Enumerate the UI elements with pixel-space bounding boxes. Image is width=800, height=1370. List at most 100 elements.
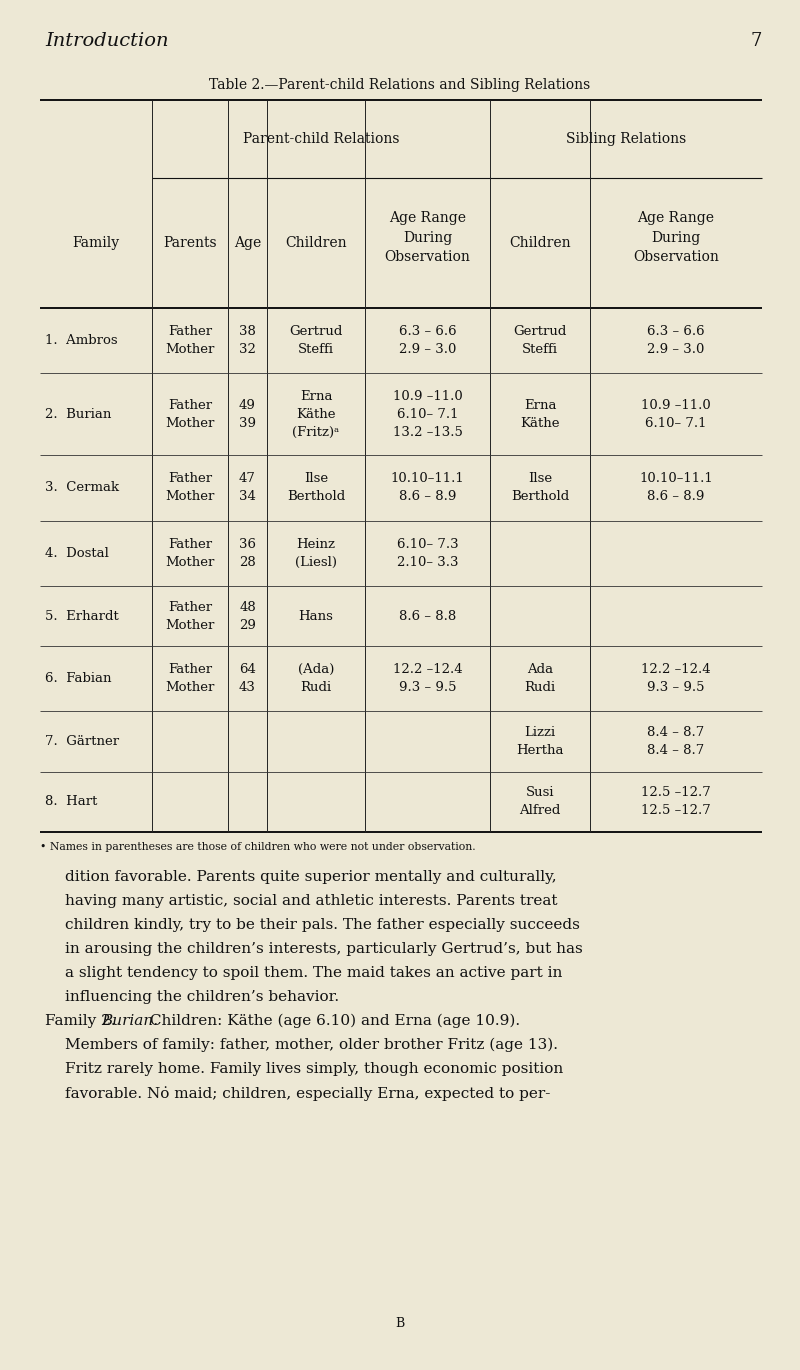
Text: 2.9 – 3.0: 2.9 – 3.0 xyxy=(647,342,705,356)
Text: 36: 36 xyxy=(239,538,256,551)
Text: 10.10–11.1: 10.10–11.1 xyxy=(639,473,713,485)
Text: 6.  Fabian: 6. Fabian xyxy=(45,673,111,685)
Text: dition favorable. Parents quite superior mentally and culturally,: dition favorable. Parents quite superior… xyxy=(65,870,557,884)
Text: 13.2 –13.5: 13.2 –13.5 xyxy=(393,426,462,438)
Text: 29: 29 xyxy=(239,618,256,632)
Text: Family: Family xyxy=(73,236,119,249)
Text: Parent-child Relations: Parent-child Relations xyxy=(242,132,399,147)
Text: 7: 7 xyxy=(750,32,762,49)
Text: Steffi: Steffi xyxy=(522,342,558,356)
Text: Mother: Mother xyxy=(166,490,214,503)
Text: 6.10– 7.3: 6.10– 7.3 xyxy=(397,538,458,551)
Text: Alfred: Alfred xyxy=(519,804,561,818)
Text: 2.10– 3.3: 2.10– 3.3 xyxy=(397,556,458,569)
Text: Hans: Hans xyxy=(298,610,334,622)
Text: 34: 34 xyxy=(239,490,256,503)
Text: Age: Age xyxy=(234,236,261,249)
Text: Children: Käthe (age 6.10) and Erna (age 10.9).: Children: Käthe (age 6.10) and Erna (age… xyxy=(145,1014,520,1029)
Text: 9.3 – 9.5: 9.3 – 9.5 xyxy=(398,681,456,695)
Text: 49: 49 xyxy=(239,399,256,412)
Text: Ada: Ada xyxy=(527,663,553,677)
Text: Mother: Mother xyxy=(166,618,214,632)
Text: favorable. Nȯ maid; children, especially Erna, expected to per-: favorable. Nȯ maid; children, especiall… xyxy=(65,1086,550,1101)
Text: Father: Father xyxy=(168,600,212,614)
Text: 8.6 – 8.9: 8.6 – 8.9 xyxy=(647,490,705,503)
Text: 1.  Ambros: 1. Ambros xyxy=(45,334,118,347)
Text: 43: 43 xyxy=(239,681,256,695)
Text: 64: 64 xyxy=(239,663,256,677)
Text: Käthe: Käthe xyxy=(520,416,560,430)
Text: 8.  Hart: 8. Hart xyxy=(45,796,98,808)
Text: 28: 28 xyxy=(239,556,256,569)
Text: 6.10– 7.1: 6.10– 7.1 xyxy=(646,416,706,430)
Text: Käthe: Käthe xyxy=(296,408,336,421)
Text: 7.  Gärtner: 7. Gärtner xyxy=(45,736,119,748)
Text: 32: 32 xyxy=(239,342,256,356)
Text: (Fritz)ᵃ: (Fritz)ᵃ xyxy=(293,426,339,438)
Text: 12.2 –12.4: 12.2 –12.4 xyxy=(641,663,711,677)
Text: Father: Father xyxy=(168,473,212,485)
Text: 2.9 – 3.0: 2.9 – 3.0 xyxy=(399,342,456,356)
Text: Age Range
During
Observation: Age Range During Observation xyxy=(385,211,470,264)
Text: 8.4 – 8.7: 8.4 – 8.7 xyxy=(647,744,705,758)
Text: Ilse: Ilse xyxy=(528,473,552,485)
Text: Table 2.—Parent-child Relations and Sibling Relations: Table 2.—Parent-child Relations and Sibl… xyxy=(210,78,590,92)
Text: Heinz: Heinz xyxy=(297,538,335,551)
Text: Children: Children xyxy=(509,236,571,249)
Text: 12.2 –12.4: 12.2 –12.4 xyxy=(393,663,462,677)
Text: 8.6 – 8.9: 8.6 – 8.9 xyxy=(399,490,456,503)
Text: 8.4 – 8.7: 8.4 – 8.7 xyxy=(647,726,705,738)
Text: Members of family: father, mother, older brother Fritz (age 13).: Members of family: father, mother, older… xyxy=(65,1038,558,1052)
Text: Erna: Erna xyxy=(300,390,332,403)
Text: Children: Children xyxy=(285,236,347,249)
Text: 12.5 –12.7: 12.5 –12.7 xyxy=(641,786,711,799)
Text: 6.3 – 6.6: 6.3 – 6.6 xyxy=(398,325,456,338)
Text: Gertrud: Gertrud xyxy=(290,325,342,338)
Text: Introduction: Introduction xyxy=(45,32,169,49)
Text: B: B xyxy=(395,1317,405,1330)
Text: Lizzi: Lizzi xyxy=(525,726,555,738)
Text: Berthold: Berthold xyxy=(287,490,345,503)
Text: 9.3 – 9.5: 9.3 – 9.5 xyxy=(647,681,705,695)
Text: 10.9 –11.0: 10.9 –11.0 xyxy=(393,390,462,403)
Text: Gertrud: Gertrud xyxy=(514,325,566,338)
Text: (Ada): (Ada) xyxy=(298,663,334,677)
Text: Mother: Mother xyxy=(166,556,214,569)
Text: Mother: Mother xyxy=(166,416,214,430)
Text: influencing the children’s behavior.: influencing the children’s behavior. xyxy=(65,991,339,1004)
Text: having many artistic, social and athletic interests. Parents treat: having many artistic, social and athleti… xyxy=(65,895,558,908)
Text: • Names in parentheses are those of children who were not under observation.: • Names in parentheses are those of chil… xyxy=(40,843,476,852)
Text: Susi: Susi xyxy=(526,786,554,799)
Text: children kindly, try to be their pals. The father especially succeeds: children kindly, try to be their pals. T… xyxy=(65,918,580,932)
Text: in arousing the children’s interests, particularly Gertrud’s, but has: in arousing the children’s interests, pa… xyxy=(65,943,582,956)
Text: 39: 39 xyxy=(239,416,256,430)
Text: 6.10– 7.1: 6.10– 7.1 xyxy=(397,408,458,421)
Text: Family 2.: Family 2. xyxy=(45,1014,121,1028)
Text: 48: 48 xyxy=(239,600,256,614)
Text: 6.3 – 6.6: 6.3 – 6.6 xyxy=(647,325,705,338)
Text: Erna: Erna xyxy=(524,399,556,412)
Text: Steffi: Steffi xyxy=(298,342,334,356)
Text: 3.  Cermak: 3. Cermak xyxy=(45,481,119,495)
Text: Father: Father xyxy=(168,399,212,412)
Text: Father: Father xyxy=(168,538,212,551)
Text: Ilse: Ilse xyxy=(304,473,328,485)
Text: Mother: Mother xyxy=(166,681,214,695)
Text: Fritz rarely home. Family lives simply, though economic position: Fritz rarely home. Family lives simply, … xyxy=(65,1062,563,1075)
Text: Hertha: Hertha xyxy=(516,744,564,758)
Text: Father: Father xyxy=(168,663,212,677)
Text: (Liesl): (Liesl) xyxy=(295,556,337,569)
Text: Age Range
During
Observation: Age Range During Observation xyxy=(633,211,719,264)
Text: Rudi: Rudi xyxy=(525,681,555,695)
Text: Sibling Relations: Sibling Relations xyxy=(566,132,686,147)
Text: a slight tendency to spoil them. The maid takes an active part in: a slight tendency to spoil them. The mai… xyxy=(65,966,562,980)
Text: Father: Father xyxy=(168,325,212,338)
Text: Rudi: Rudi xyxy=(301,681,331,695)
Text: 8.6 – 8.8: 8.6 – 8.8 xyxy=(399,610,456,622)
Text: 2.  Burian: 2. Burian xyxy=(45,408,111,421)
Text: Burian.: Burian. xyxy=(101,1014,158,1028)
Text: 4.  Dostal: 4. Dostal xyxy=(45,547,109,560)
Text: 47: 47 xyxy=(239,473,256,485)
Text: Parents: Parents xyxy=(163,236,217,249)
Text: 5.  Erhardt: 5. Erhardt xyxy=(45,610,118,622)
